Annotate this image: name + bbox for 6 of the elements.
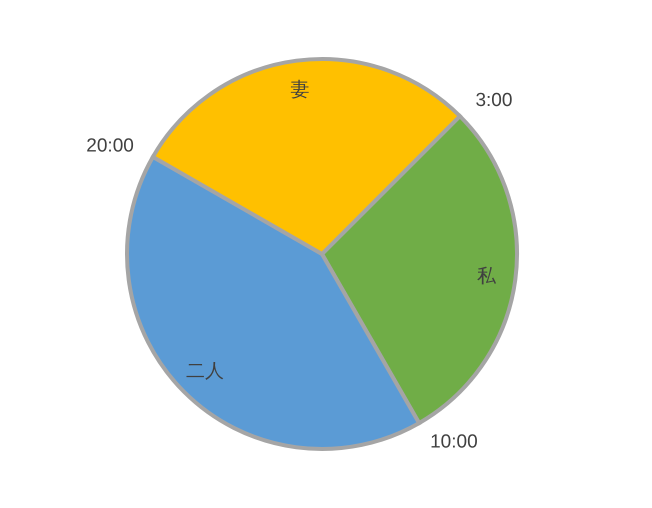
- slice-label: 二人: [186, 360, 224, 382]
- text: 3:00: [475, 90, 512, 112]
- text: 20:00: [86, 135, 134, 156]
- slice-label: 私: [476, 264, 497, 287]
- slice-label: 妻: [290, 78, 310, 101]
- text: 10:00: [430, 432, 478, 453]
